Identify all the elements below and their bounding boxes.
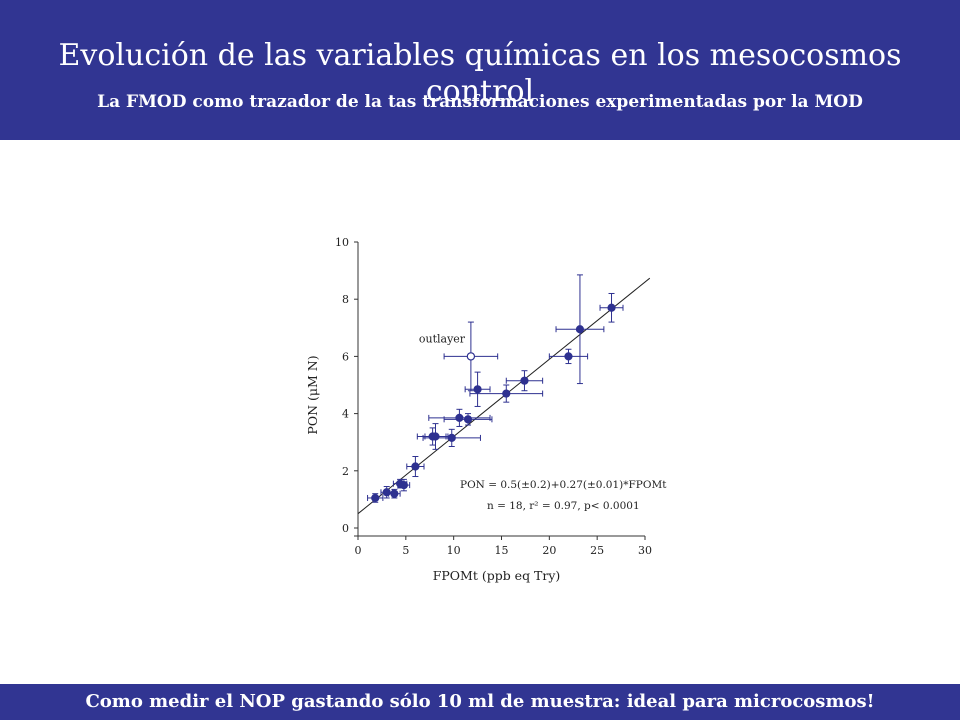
outlier-point: [466, 352, 476, 361]
footer-text: Como medir el NOP gastando sólo 10 ml de…: [85, 691, 875, 712]
data-point: [463, 415, 473, 424]
outlier-label: outlayer: [419, 332, 466, 345]
data-point: [411, 462, 420, 471]
data-point: [502, 389, 511, 398]
x-tick-label: 5: [402, 544, 409, 557]
y-tick-label: 10: [335, 236, 349, 249]
page-title: Evolución de las variables químicas en l…: [58, 38, 902, 109]
data-point: [575, 325, 585, 334]
chart-axes: 0 5 10 15 20 25 30 0 2 4 6 8 10: [335, 236, 652, 557]
y-tick-label: 0: [342, 522, 349, 535]
x-tick-label: 25: [590, 544, 604, 557]
page-subtitle: La FMOD como trazador de la tas transfor…: [97, 92, 863, 112]
data-point: [520, 376, 529, 385]
x-tick-label: 15: [495, 544, 509, 557]
data-point: [382, 488, 391, 497]
x-tick-label: 20: [542, 544, 556, 557]
header-banner: Evolución de las variables químicas en l…: [0, 0, 960, 140]
data-point: [399, 481, 409, 490]
x-tick-label: 30: [638, 544, 652, 557]
x-axis-label: FPOMt (ppb eq Try): [433, 568, 561, 583]
y-axis-label: PON (μM N): [305, 355, 320, 434]
fit-stats: n = 18, r² = 0.97, p< 0.0001: [487, 500, 640, 512]
data-point: [455, 413, 464, 422]
error-bars: [367, 274, 624, 503]
data-point: [473, 385, 482, 394]
y-tick-label: 4: [342, 408, 349, 421]
data-point: [371, 493, 380, 503]
y-tick-label: 8: [342, 293, 349, 306]
data-point: [447, 433, 456, 443]
x-tick-label: 10: [447, 544, 461, 557]
data-point: [431, 432, 440, 441]
y-tick-label: 6: [342, 350, 349, 363]
footer-banner: Como medir el NOP gastando sólo 10 ml de…: [0, 684, 960, 720]
scatter-chart: 0 5 10 15 20 25 30 0 2 4 6 8 10 outlayer PON = 0.5(±…: [305, 236, 667, 583]
y-tick-label: 2: [342, 465, 349, 478]
data-point: [564, 352, 573, 361]
x-tick-label: 0: [355, 544, 362, 557]
data-points: [371, 303, 616, 503]
data-point: [607, 303, 616, 312]
data-point: [390, 489, 399, 498]
fit-equation: PON = 0.5(±0.2)+0.27(±0.01)*FPOMt: [460, 479, 667, 491]
